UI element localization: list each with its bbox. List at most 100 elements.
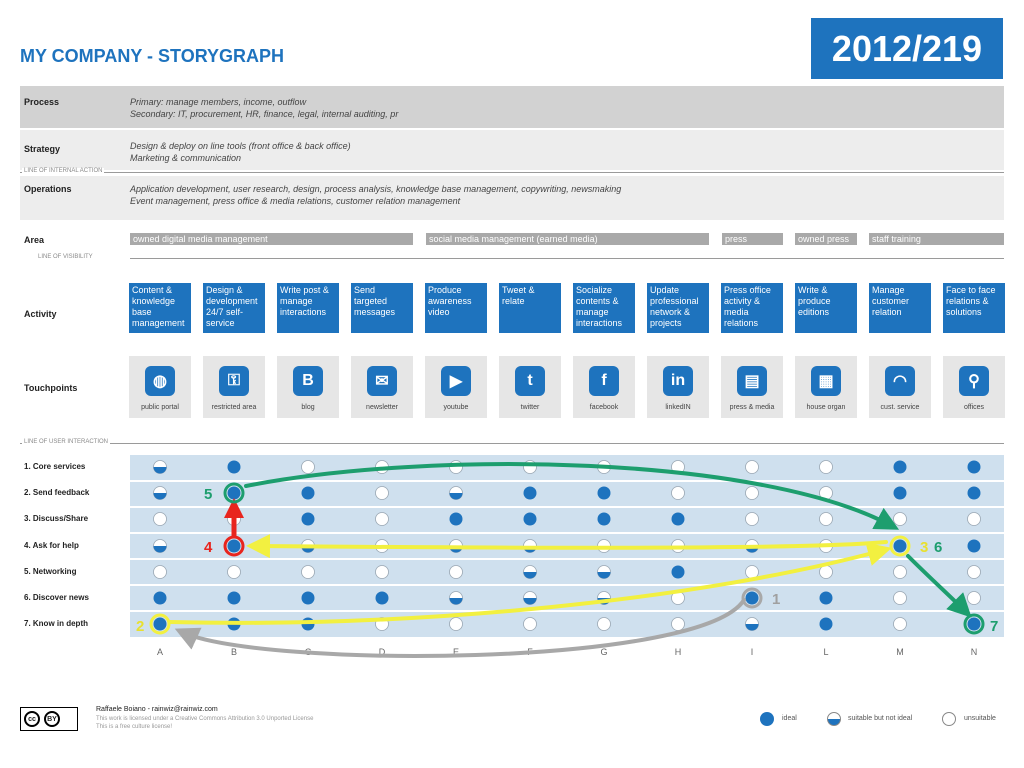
legend-unsuitable-label: unsuitable <box>964 715 996 722</box>
matrix-dot-empty <box>449 460 463 474</box>
matrix-dot-full <box>227 591 241 605</box>
strategy-label: Strategy <box>24 144 61 154</box>
line-visibility-label: LINE OF VISIBILITY <box>36 254 95 260</box>
touchpoint-label: cust. service <box>880 404 920 411</box>
line-user-interaction-label: LINE OF USER INTERACTION <box>22 439 111 445</box>
matrix-dot-full <box>967 539 981 553</box>
grid-divider <box>130 532 1004 534</box>
map-pin-icon: ⚲ <box>959 366 989 396</box>
attribution-icon: BY <box>44 711 60 727</box>
touchpoint-facebook: f facebook <box>573 356 635 418</box>
journey-step-label: 7 <box>990 618 998 635</box>
grid-divider <box>130 584 1004 586</box>
matrix-dot-full <box>671 565 685 579</box>
matrix-dot-empty <box>301 565 315 579</box>
touchpoint-label: offices <box>963 404 985 411</box>
matrix-dot-half <box>449 591 463 605</box>
matrix-dot-full <box>301 512 315 526</box>
journey-paths <box>149 462 985 658</box>
interaction-label: 1. Core services <box>24 462 86 471</box>
touchpoint-twitter: t twitter <box>499 356 561 418</box>
touchpoint-label: twitter <box>520 404 540 411</box>
license-line-1: This work is licensed under a Creative C… <box>96 716 314 722</box>
matrix-dot-full <box>227 486 241 500</box>
interaction-label: 4. Ask for help <box>24 541 79 550</box>
matrix-dot-empty <box>893 591 907 605</box>
journey-path-green-b <box>906 554 972 618</box>
column-label: I <box>750 647 754 657</box>
matrix-dot-full <box>301 486 315 500</box>
license-text: This work is licensed under a Creative C… <box>96 715 313 731</box>
grid-divider <box>130 480 1004 482</box>
matrix-dot-full <box>819 617 833 631</box>
matrix-dot-full <box>227 460 241 474</box>
activity-box: Face to face relations & solutions <box>943 283 1005 333</box>
matrix-dot-full <box>301 591 315 605</box>
matrix-dot-half <box>449 486 463 500</box>
interaction-label: 3. Discuss/Share <box>24 514 89 523</box>
matrix-dot-empty <box>967 591 981 605</box>
matrix-dot-half <box>523 591 537 605</box>
activity-box: Send targeted messages <box>351 283 413 333</box>
activity-box: Press office activity & media relations <box>721 283 783 333</box>
area-label: Area <box>24 235 45 245</box>
activity-box: Manage customer relation <box>869 283 931 333</box>
matrix-dot-empty <box>375 512 389 526</box>
matrix-dot-full <box>671 512 685 526</box>
touchpoint-public-portal: ◍ public portal <box>129 356 191 418</box>
headset-icon: ◠ <box>885 366 915 396</box>
author-credit: Raffaele Boiano - rainwiz@rainwiz.com <box>96 706 218 713</box>
matrix-dot-full <box>967 617 981 631</box>
touchpoint-label: linkedIN <box>665 404 691 411</box>
matrix-dot-empty <box>745 512 759 526</box>
journey-step-label: 6 <box>934 539 942 556</box>
legend-suitable-label: suitable but not ideal <box>848 715 913 722</box>
journey-ring-m4 <box>889 535 911 557</box>
newspaper-icon: ▤ <box>737 366 767 396</box>
key-icon: ⚿ <box>219 366 249 396</box>
matrix-dot-empty <box>449 565 463 579</box>
matrix-dot-empty <box>597 617 611 631</box>
matrix-dot-empty <box>523 617 537 631</box>
legend-suitable-dot <box>827 712 841 726</box>
journey-path-yellow-b <box>246 534 888 559</box>
license-line-2: This is a free culture license! <box>96 724 173 730</box>
process-band <box>20 86 1004 128</box>
grid-divider <box>130 558 1004 560</box>
matrix-dot-empty <box>893 512 907 526</box>
activity-box: Produce awareness video <box>425 283 487 333</box>
matrix-dot-full <box>745 591 759 605</box>
journey-step-label: 5 <box>204 486 212 503</box>
touchpoint-label: blog <box>301 404 315 411</box>
process-label: Process <box>24 97 60 107</box>
activity-box: Socialize contents & manage interactions <box>573 283 635 333</box>
matrix-dot-empty <box>227 565 241 579</box>
operations-text: Application development, user research, … <box>130 183 621 207</box>
journey-step-label: 2 <box>136 618 144 635</box>
touchpoint-label: press & media <box>729 404 775 411</box>
journey-path-green-a <box>244 462 900 530</box>
globe-icon: ◍ <box>145 366 175 396</box>
activity-box: Write post & manage interactions <box>277 283 339 333</box>
matrix-dot-empty <box>153 565 167 579</box>
operations-line-2: Event management, press office & media r… <box>130 196 461 206</box>
linkedin-icon: in <box>663 366 693 396</box>
touchpoint-label: facebook <box>589 404 619 411</box>
journey-ring-n7 <box>963 613 985 635</box>
journey-step-label: 4 <box>204 539 213 556</box>
matrix-dot-half <box>153 460 167 474</box>
journey-ring-a7 <box>149 613 171 635</box>
journey-step-label: 3 <box>920 539 928 556</box>
envelope-icon: ✉ <box>367 366 397 396</box>
grid-divider <box>130 506 1004 508</box>
legend-unsuitable-dot <box>942 712 956 726</box>
matrix-dot-empty <box>967 565 981 579</box>
process-line-1: Primary: manage members, income, outflow <box>130 97 307 107</box>
operations-label: Operations <box>24 184 72 194</box>
matrix-dot-empty <box>153 512 167 526</box>
journey-step-label: 1 <box>772 591 780 608</box>
matrix-dot-full <box>893 486 907 500</box>
strategy-line-2: Marketing & communication <box>130 153 242 163</box>
